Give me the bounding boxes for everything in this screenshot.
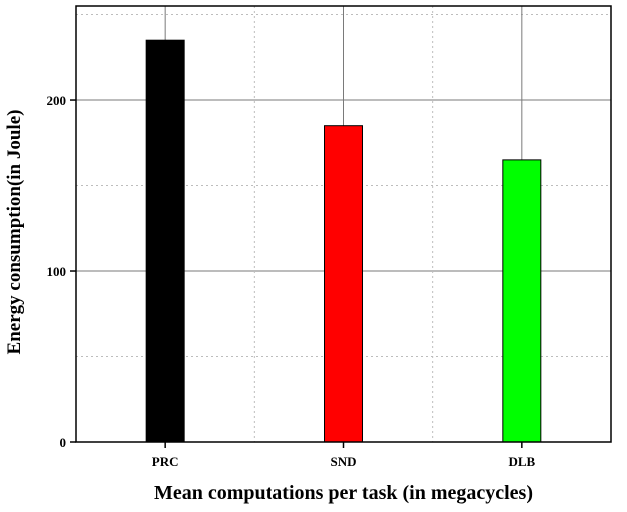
bar-snd [324, 125, 363, 443]
y-tick-label: 200 [47, 93, 67, 108]
x-tick-label-dlb: DLB [508, 454, 535, 469]
x-tick-label-prc: PRC [152, 454, 179, 469]
axis-ticks: 0 100 200 PRC SND DLB [47, 93, 536, 469]
y-tick-label: 100 [47, 264, 67, 279]
x-tick-label-snd: SND [330, 454, 356, 469]
x-axis-title: Mean computations per task (in megacycle… [154, 482, 533, 504]
y-axis-title: Energy consumption(in Joule) [4, 110, 25, 355]
y-tick-label: 0 [60, 435, 67, 450]
bar-prc [145, 39, 185, 443]
bar-dlb [502, 159, 542, 443]
bars [145, 39, 542, 443]
